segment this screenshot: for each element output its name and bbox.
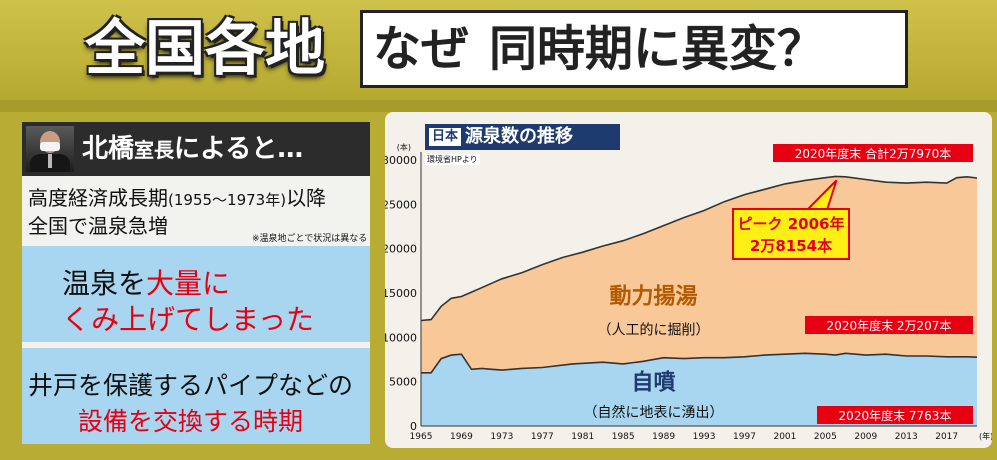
chart-title-text: 源泉数の推移 [465,126,574,147]
reason2-line2: 設備を交換する時期 [78,407,304,436]
title-question-a: なぜ [373,21,470,77]
title-main: 全国各地 [85,14,325,84]
powered-sublabel: （人工的に掘削） [598,323,710,339]
x-unit-label: (年) [979,431,992,441]
host-role: 室長 [134,138,175,162]
x-tick-label: 1997 [733,432,756,442]
x-tick-label: 2017 [935,432,958,442]
reason-box-2: 井戸を保護するパイプなどの 設備を交換する時期 [22,348,370,444]
note-text: ※温泉地ごとで状況は異なる [252,234,368,244]
title-question-b: 同時期に異変？ [489,21,826,77]
title-question: なぜ 同時期に異変？ [363,13,915,85]
natural-2020-badge: 2020年度末 7763本 [839,408,952,423]
x-tick-label: 2009 [854,432,877,442]
y-tick-label: 20000 [385,243,417,256]
total-2020-badge-bg [773,144,973,162]
x-tick-label: 1993 [693,432,716,442]
y-tick-label: 15000 [385,287,417,300]
reason1-line2: くみ上げてしまった [62,303,315,336]
natural-2020-badge-bg [817,406,973,424]
host-caption: 北橋室長によると… [82,124,303,174]
chart-title: 日本 源泉数の推移 [425,124,620,150]
total-line [420,175,978,322]
host-name: 北橋 [82,134,135,164]
y-tick-label: 5000 [389,376,417,389]
powered-2020-badge: 2020年度末 2万207本 [827,318,952,333]
x-tick-label: 2005 [814,432,837,442]
x-tick-label: 1965 [410,432,433,442]
period-a: 高度経済成長期 [28,186,168,210]
host-suffix: によると… [174,134,304,164]
x-tick-label: 1989 [652,432,675,442]
hot-spring-chart: 0 5000 10000 15000 20000 25000 30000 (本) 1965 196… [385,142,992,442]
x-tick-label: 1969 [450,432,473,442]
x-tick-label: 1985 [612,432,635,442]
x-tick-label: 1973 [490,432,513,442]
peak-label-value: 2万8154本 [750,237,832,255]
reason-box-1: 温泉を大量に くみ上げてしまった [22,246,370,342]
chart-source: 環境省HPより [425,154,480,165]
y-tick-label: 30000 [385,154,417,167]
chart-panel: 0 5000 10000 15000 20000 25000 30000 (本) 1965 196… [385,112,992,448]
y-tick-label: 10000 [385,331,417,344]
info-panel: 北橋室長によると… 高度経済成長期(1955～1973年)以降 全国で温泉急増 … [22,122,370,444]
total-2020-badge: 2020年度末 合計2万7970本 [795,146,952,161]
natural-line [421,352,978,374]
avatar [26,126,74,172]
header-bar: 全国各地 なぜ 同時期に異変？ [0,0,997,100]
period-b: 以降 [286,186,327,210]
peak-box [732,208,850,260]
x-tick-label: 2001 [773,432,796,442]
reason2-line1: 井戸を保護するパイプなどの [28,371,354,400]
y-unit-label: (本) [397,142,411,152]
y-tick-label: 0 [410,420,417,433]
reason1-a: 温泉を [62,267,147,300]
chart-title-tag: 日本 [429,128,462,146]
y-tick-label: 25000 [385,198,417,211]
surge-text: 全国で温泉急増 [28,214,168,238]
host-row: 北橋室長によると… [22,122,370,176]
peak-label-year: ピーク 2006年 [738,215,845,233]
title-box: なぜ 同時期に異変？ [360,10,908,88]
powered-label: 動力揚湯 [610,284,698,310]
x-tick-label: 1981 [571,432,594,442]
natural-sublabel: （自然に地表に湧出） [584,404,724,421]
natural-label: 自噴 [632,370,676,396]
period-paren: (1955～1973年) [168,191,287,209]
x-tick-label: 2013 [895,432,918,442]
period-text: 高度経済成長期(1955～1973年)以降 [28,182,326,211]
reason1-red: 大量に [146,267,231,300]
powered-2020-badge-bg [805,316,973,334]
reason1-line1: 温泉を大量に [62,262,230,302]
header-divider [0,100,997,112]
x-tick-label: 1977 [531,432,554,442]
